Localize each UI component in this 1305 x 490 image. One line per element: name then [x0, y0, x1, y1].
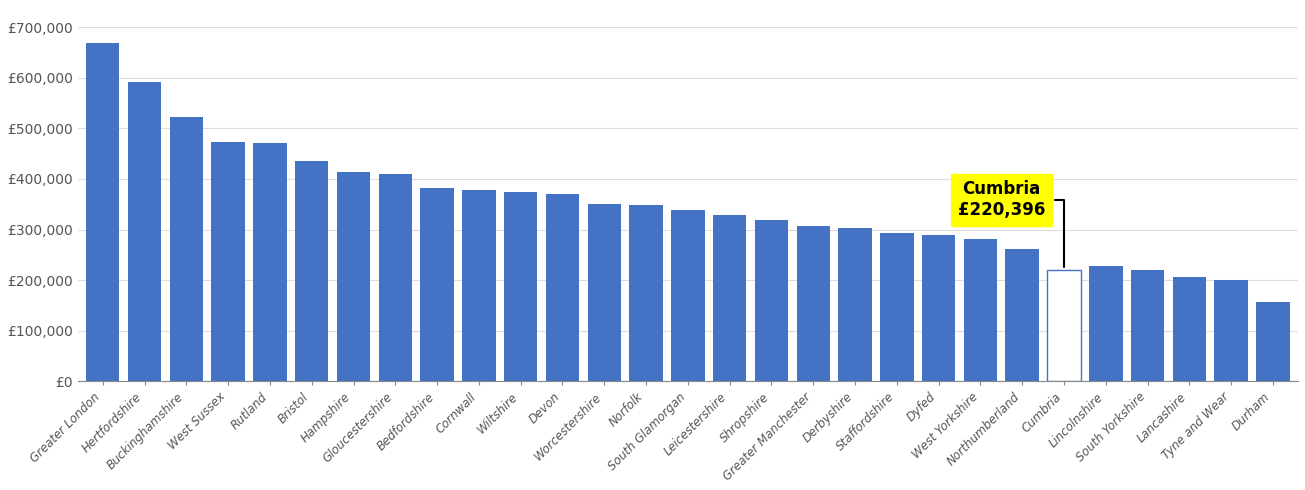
Bar [545, 194, 579, 381]
Text: Cumbria
£220,396: Cumbria £220,396 [958, 180, 1064, 267]
Bar [963, 239, 997, 381]
Bar [462, 190, 496, 381]
Bar [838, 227, 872, 381]
Bar [504, 192, 538, 381]
Bar [378, 174, 412, 381]
Bar [671, 210, 705, 381]
Bar [880, 233, 913, 381]
Bar [1048, 270, 1081, 381]
Bar [1173, 277, 1206, 381]
Bar [1215, 280, 1248, 381]
Bar [170, 117, 204, 381]
Bar [337, 172, 371, 381]
Bar [587, 204, 621, 381]
Bar [128, 82, 162, 381]
Bar [713, 216, 746, 381]
Bar [1090, 266, 1122, 381]
Bar [420, 188, 454, 381]
Bar [629, 205, 663, 381]
Bar [211, 142, 245, 381]
Bar [754, 220, 788, 381]
Bar [1257, 302, 1289, 381]
Bar [86, 44, 120, 381]
Bar [1131, 270, 1164, 381]
Bar [1005, 249, 1039, 381]
Bar [295, 161, 329, 381]
Bar [796, 226, 830, 381]
Bar [921, 235, 955, 381]
Bar [253, 143, 287, 381]
